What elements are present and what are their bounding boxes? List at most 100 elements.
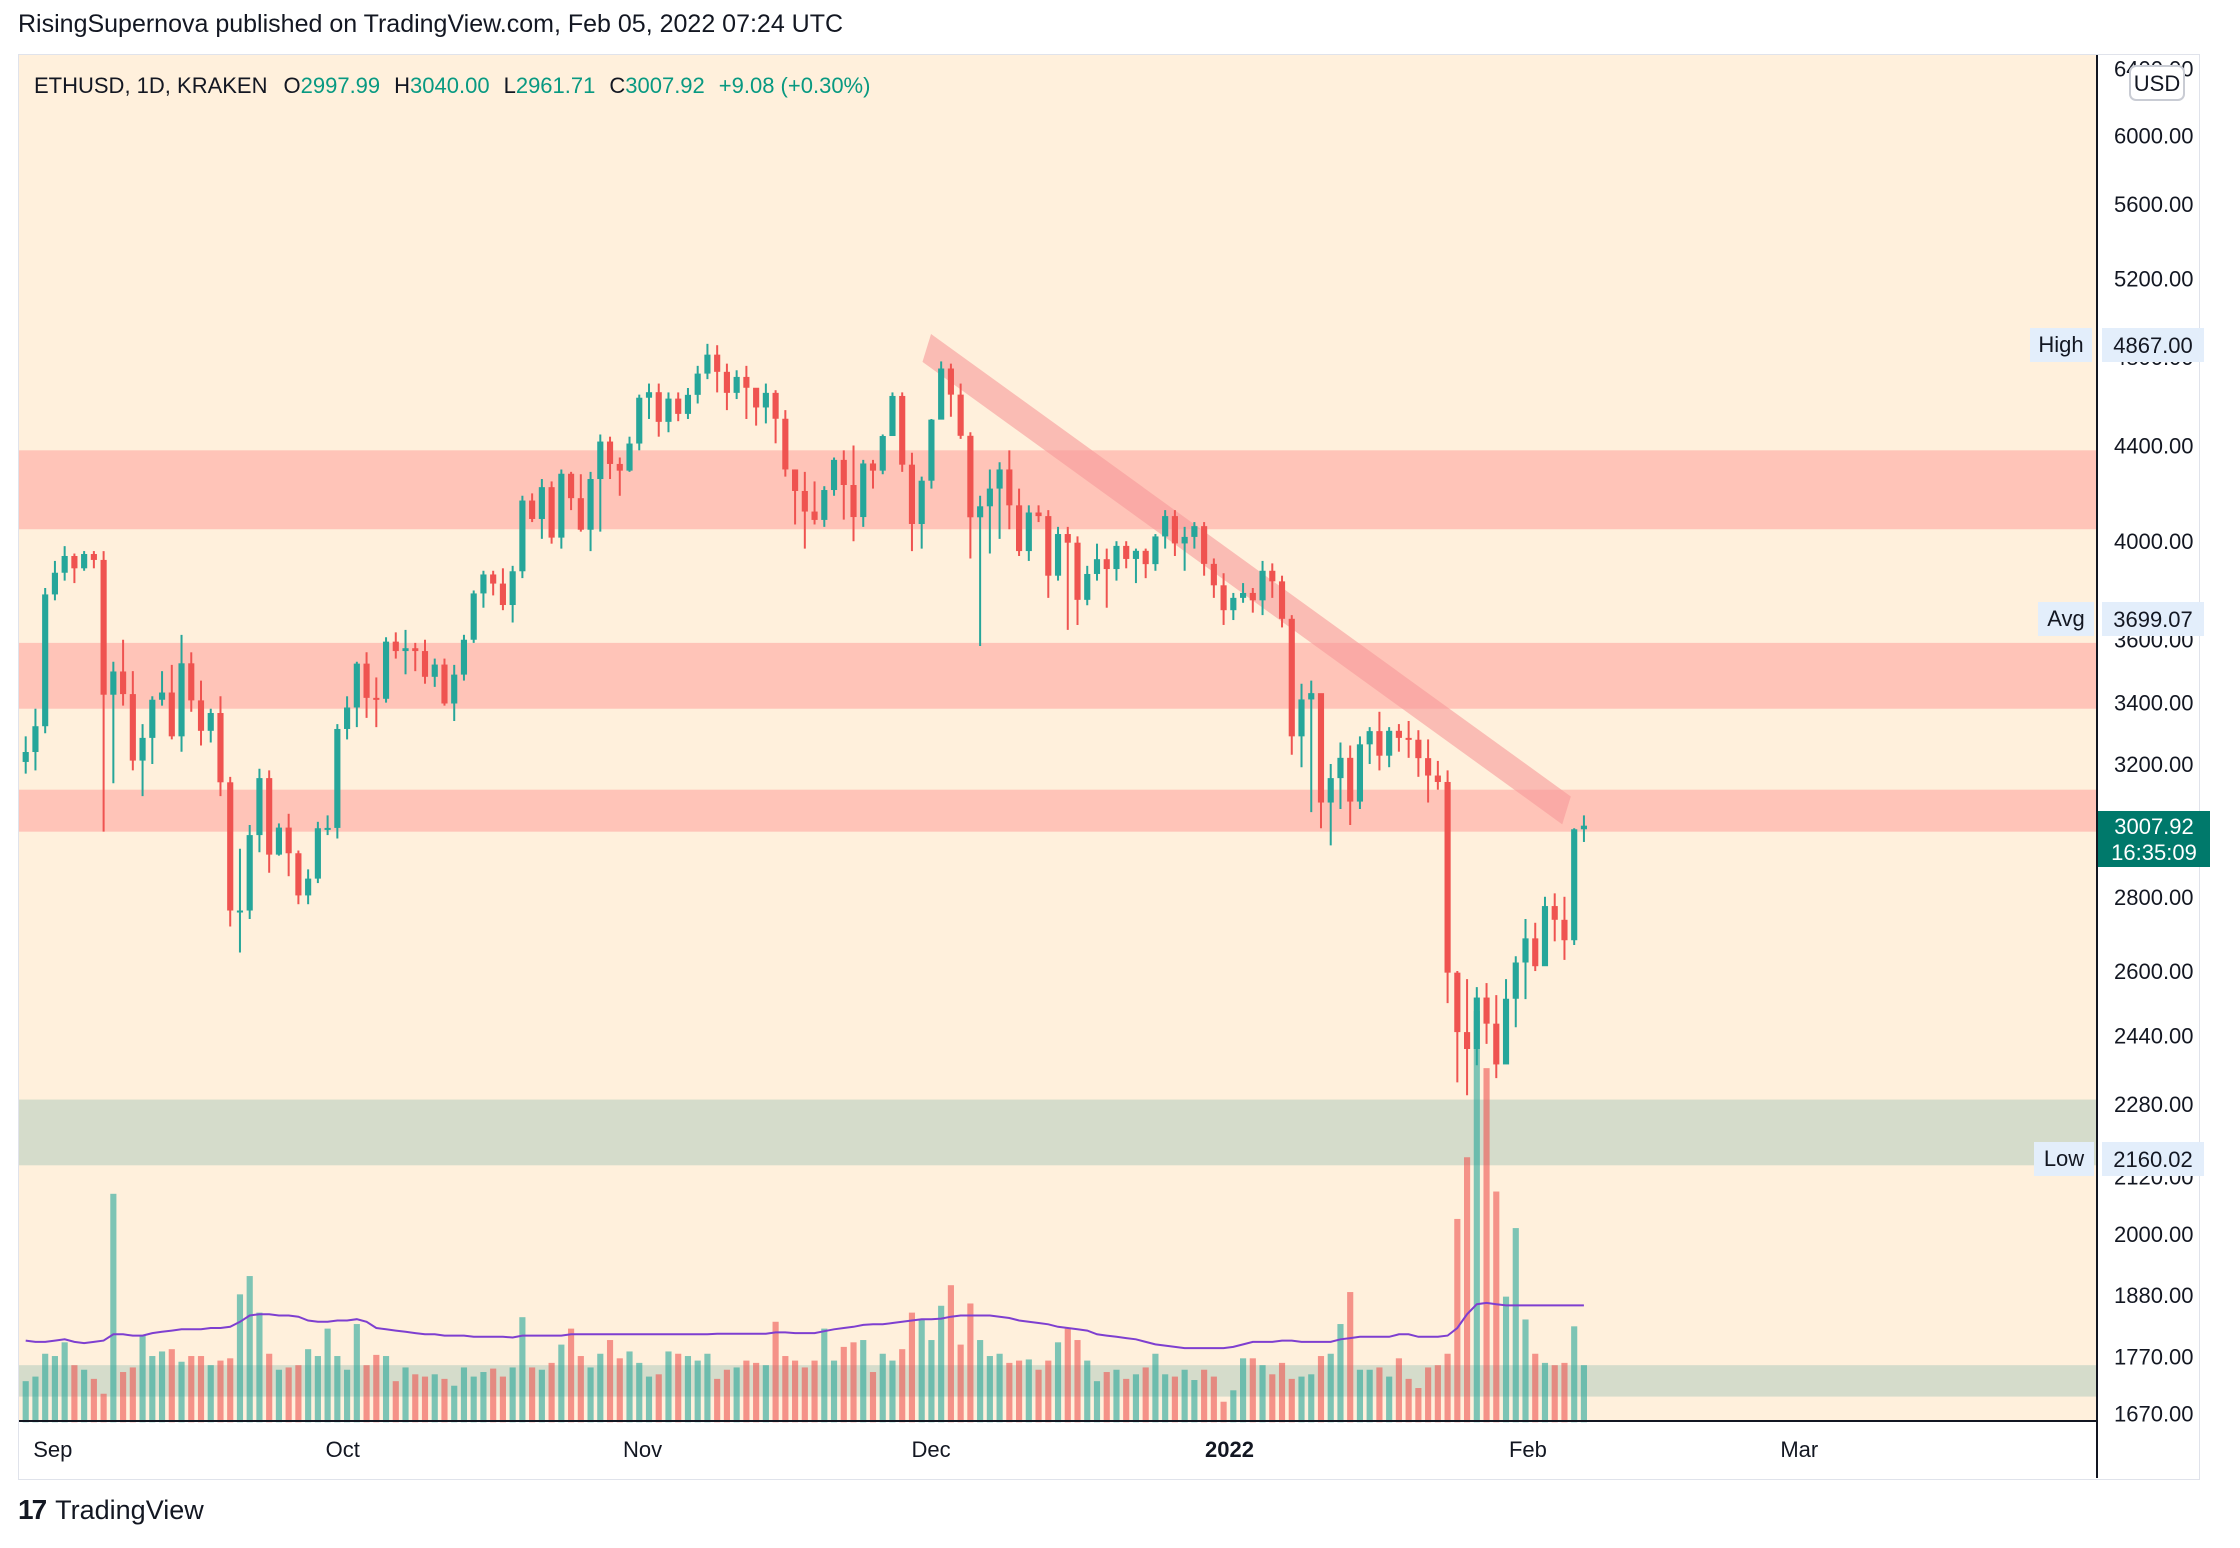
candle-body (1580, 825, 1588, 830)
footer-brand[interactable]: 17 TradingView (18, 1494, 204, 1526)
time-tick-label: Sep (33, 1437, 72, 1462)
volume-bar (908, 1312, 916, 1423)
volume-bar (480, 1372, 487, 1423)
candle-body (1444, 781, 1451, 973)
volume-bar (1512, 1228, 1519, 1423)
volume-bar (1483, 1068, 1490, 1423)
time-tick-label: Nov (623, 1437, 662, 1462)
volume-bar (1502, 1296, 1510, 1423)
candle-body (597, 441, 604, 480)
candle-body (1152, 536, 1159, 565)
time-tick-label: Feb (1509, 1437, 1547, 1462)
volume-bar (460, 1367, 468, 1423)
candle-body (480, 574, 487, 594)
volume-bar (71, 1365, 78, 1423)
candle-body (1006, 469, 1013, 506)
volume-bar (840, 1346, 847, 1423)
volume-bar (1191, 1380, 1198, 1423)
volume-bar (665, 1351, 672, 1423)
ohlc-legend: ETHUSD, 1D, KRAKEN O2997.99 H3040.00 L2961.… (34, 73, 870, 98)
candle-body (762, 392, 769, 408)
volume-bar (1434, 1365, 1441, 1423)
candle-body (412, 648, 419, 652)
volume-bar (1473, 1011, 1480, 1423)
candle-body (928, 419, 935, 481)
candle-body (285, 827, 292, 854)
avg-marker-label-bg (2038, 602, 2094, 636)
low-marker-label: Low (2044, 1146, 2084, 1171)
tradingview-logo-icon: 17 (18, 1494, 47, 1525)
candle-body (1541, 906, 1549, 967)
volume-bar (1132, 1374, 1140, 1423)
candle-body (753, 387, 760, 408)
candle-body (986, 488, 993, 507)
time-axis: Sep Oct Nov Dec 2022 Feb Mar (33, 1437, 1818, 1462)
volume-bar (1142, 1367, 1149, 1423)
volume-bar (1561, 1362, 1568, 1423)
volume-bar (655, 1374, 662, 1423)
candle-body (129, 694, 136, 761)
currency-button[interactable] (2129, 65, 2185, 101)
volume-bar (217, 1360, 224, 1423)
volume-bar (441, 1378, 448, 1423)
candle-body (61, 555, 68, 573)
candle-body (577, 498, 584, 530)
volume-bar (256, 1312, 263, 1423)
price-tick-label: 1880.00 (2114, 1283, 2194, 1308)
candle-body (840, 459, 847, 486)
candle-body (1084, 573, 1091, 600)
volume-bar (324, 1328, 331, 1423)
volume-bar (918, 1319, 925, 1423)
candle-body (110, 671, 117, 695)
candle-body (1220, 585, 1227, 611)
volume-bar (772, 1321, 779, 1423)
volume-bar (1171, 1376, 1178, 1423)
volume-bar (821, 1328, 828, 1423)
candle-body (1249, 592, 1256, 601)
avg-marker-label: Avg (2047, 606, 2085, 631)
candle-body (1512, 962, 1519, 999)
candle-body (120, 671, 127, 695)
time-tick-label: Dec (911, 1437, 950, 1462)
plot-background (19, 55, 2097, 1421)
volume-bar (1084, 1360, 1091, 1423)
volume-bar (1308, 1374, 1315, 1423)
volume-bar (382, 1356, 390, 1423)
candle-body (967, 435, 974, 518)
volume-bar (1123, 1378, 1130, 1423)
volume-bar (431, 1374, 438, 1423)
avg-marker-value: 3699.07 (2113, 607, 2193, 632)
volume-bar (1356, 1369, 1364, 1423)
volume-bar (577, 1356, 584, 1423)
volume-bar (197, 1356, 205, 1423)
candle-body (178, 663, 185, 737)
candle-body (1454, 972, 1461, 1033)
candle-body (1210, 563, 1217, 586)
candle-body (675, 398, 682, 414)
volume-bar (305, 1349, 312, 1423)
candle-body (1240, 592, 1247, 598)
volume-bar (1103, 1372, 1110, 1423)
candle-body (344, 707, 351, 729)
low-marker-value: 2160.02 (2113, 1147, 2193, 1172)
candle-body (538, 487, 545, 519)
volume-bar (1463, 1157, 1471, 1423)
trendline-channel[interactable] (922, 333, 1571, 825)
candle-body (256, 778, 263, 836)
volume-bar (1152, 1353, 1159, 1423)
candle-body (1064, 534, 1071, 543)
volume-bar (977, 1340, 984, 1423)
volume-bar (597, 1353, 604, 1423)
candle-body (1337, 757, 1344, 779)
volume-bar (1571, 1326, 1578, 1423)
candle-body (1259, 570, 1266, 601)
candle-body (899, 395, 906, 465)
candle-body (830, 459, 838, 491)
volume-bar (402, 1367, 409, 1423)
volume-bar (236, 1294, 244, 1423)
candle-body (217, 713, 224, 783)
candle-body (977, 506, 984, 518)
candle-body (1327, 778, 1334, 803)
candle-body (1356, 744, 1364, 802)
